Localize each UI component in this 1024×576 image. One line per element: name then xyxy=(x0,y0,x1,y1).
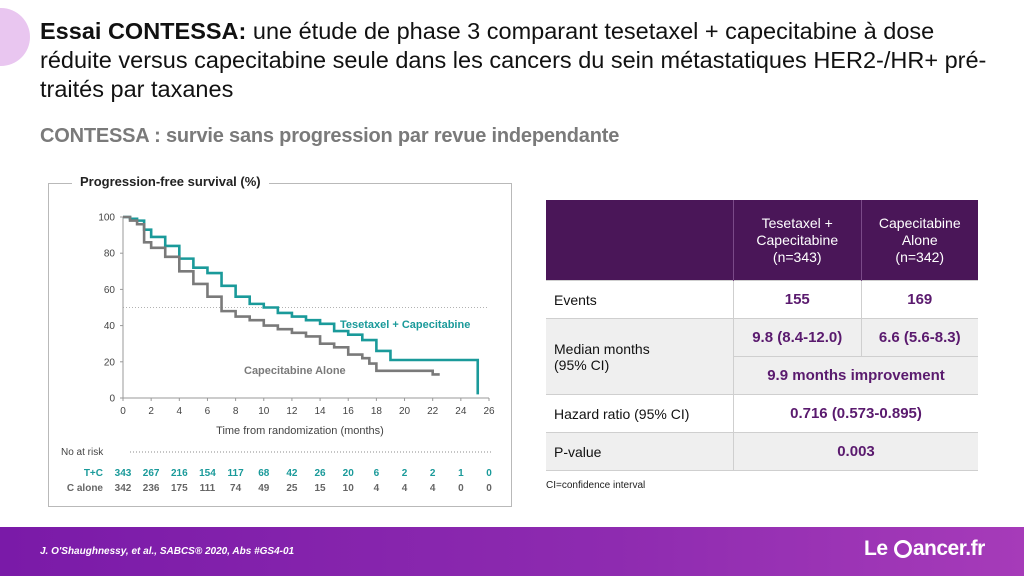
chart-series xyxy=(123,215,480,395)
lecancer-logo: Le ancer.fr xyxy=(864,537,985,560)
ci-note: CI=confidence interval xyxy=(546,480,646,491)
x-tick-label: 16 xyxy=(343,406,355,417)
row-label-median: Median months (95% CI) xyxy=(546,318,734,395)
at-risk-value: 267 xyxy=(143,468,160,479)
y-tick-label: 60 xyxy=(104,285,116,296)
x-tick-label: 12 xyxy=(286,406,298,417)
p-value: 0.003 xyxy=(733,432,978,471)
y-tick-label: 20 xyxy=(104,357,116,368)
at-risk-value: 0 xyxy=(486,468,492,479)
at-risk-value: 0 xyxy=(486,483,492,494)
page-subtitle: CONTESSA : survie sans progression par r… xyxy=(40,125,620,147)
at-risk-value: 2 xyxy=(402,468,408,479)
at-risk-value: 117 xyxy=(228,468,245,479)
x-tick-label: 8 xyxy=(233,406,239,417)
at-risk-value: 25 xyxy=(286,483,298,494)
annotation-tesetaxel: Tesetaxel + Capecitabine xyxy=(340,319,470,331)
row-label-hr: Hazard ratio (95% CI) xyxy=(546,394,734,433)
x-tick-label: 14 xyxy=(315,406,327,417)
y-tick-label: 40 xyxy=(104,321,116,332)
at-risk-value: 20 xyxy=(343,468,355,479)
at-risk-row-label: C alone xyxy=(67,483,104,494)
median-improvement: 9.9 months improvement xyxy=(733,356,978,395)
header-empty xyxy=(546,200,734,281)
title-bold: Essai CONTESSA: xyxy=(40,18,247,44)
at-risk-value: 175 xyxy=(171,483,188,494)
at-risk-value: 68 xyxy=(258,468,270,479)
x-tick-label: 22 xyxy=(427,406,439,417)
x-tick-label: 18 xyxy=(371,406,383,417)
at-risk-value: 216 xyxy=(171,468,188,479)
at-risk-value: 4 xyxy=(402,483,408,494)
x-tick-label: 2 xyxy=(148,406,154,417)
chart-title: Progression-free survival (%) xyxy=(72,174,269,189)
x-tick-label: 24 xyxy=(455,406,467,417)
x-tick-label: 6 xyxy=(205,406,211,417)
citation: J. O'Shaughnessy, et al., SABCS® 2020, A… xyxy=(40,546,295,557)
events-tc: 155 xyxy=(733,280,862,319)
at-risk-value: 342 xyxy=(115,483,132,494)
title-rest: une étude de phase 3 comparant tesetaxel… xyxy=(40,18,987,102)
at-risk-value: 26 xyxy=(315,468,327,479)
at-risk-value: 111 xyxy=(200,483,216,494)
at-risk-value: 1 xyxy=(458,468,464,479)
x-axis-label: Time from randomization (months) xyxy=(216,425,384,437)
x-tick-label: 4 xyxy=(177,406,183,417)
row-label-events: Events xyxy=(546,280,734,319)
hr-value: 0.716 (0.573-0.895) xyxy=(733,394,978,433)
median-c: 6.6 (5.6-8.3) xyxy=(860,318,978,357)
y-tick-label: 80 xyxy=(104,249,116,260)
results-table: Tesetaxel + Capecitabine (n=343) Capecitab… xyxy=(546,200,978,471)
series-line-capecitabine xyxy=(123,215,440,376)
at-risk-value: 343 xyxy=(115,468,132,479)
median-tc: 9.8 (8.4-12.0) xyxy=(733,318,862,357)
at-risk-value: 4 xyxy=(430,483,436,494)
at-risk-value: 74 xyxy=(230,483,242,494)
at-risk-row-label: T+C xyxy=(84,468,103,479)
logo-c-icon xyxy=(893,540,912,558)
at-risk-label: No at risk xyxy=(61,447,104,458)
x-tick-label: 26 xyxy=(483,406,495,417)
x-tick-label: 10 xyxy=(258,406,270,417)
at-risk-value: 49 xyxy=(258,483,270,494)
at-risk-value: 10 xyxy=(343,483,355,494)
x-tick-label: 20 xyxy=(399,406,411,417)
at-risk-value: 42 xyxy=(286,468,298,479)
footer-bar xyxy=(0,527,1024,576)
y-tick-label: 100 xyxy=(98,213,115,224)
at-risk-value: 4 xyxy=(374,483,380,494)
series-line-tesetaxel xyxy=(123,215,480,395)
annotation-capecitabine: Capecitabine Alone xyxy=(244,365,346,377)
x-tick-label: 0 xyxy=(120,406,126,417)
chart-frame xyxy=(48,183,512,507)
y-tick-label: 0 xyxy=(109,394,115,405)
header-tesetaxel: Tesetaxel + Capecitabine (n=343) xyxy=(733,200,862,281)
at-risk-value: 15 xyxy=(315,483,327,494)
page-title: Essai CONTESSA: une étude de phase 3 com… xyxy=(40,17,990,104)
row-label-pvalue: P-value xyxy=(546,432,734,471)
at-risk-value: 2 xyxy=(430,468,436,479)
at-risk-table: T+C 343 267 216 154 117 68 42 26 20 6 2 2 1 0C alone 34… xyxy=(67,451,492,494)
header-capecitabine: Capecitabine Alone (n=342) xyxy=(860,200,978,281)
at-risk-value: 0 xyxy=(458,483,464,494)
at-risk-value: 6 xyxy=(374,468,380,479)
at-risk-value: 236 xyxy=(143,483,160,494)
at-risk-value: 154 xyxy=(199,468,216,479)
events-c: 169 xyxy=(860,280,978,319)
